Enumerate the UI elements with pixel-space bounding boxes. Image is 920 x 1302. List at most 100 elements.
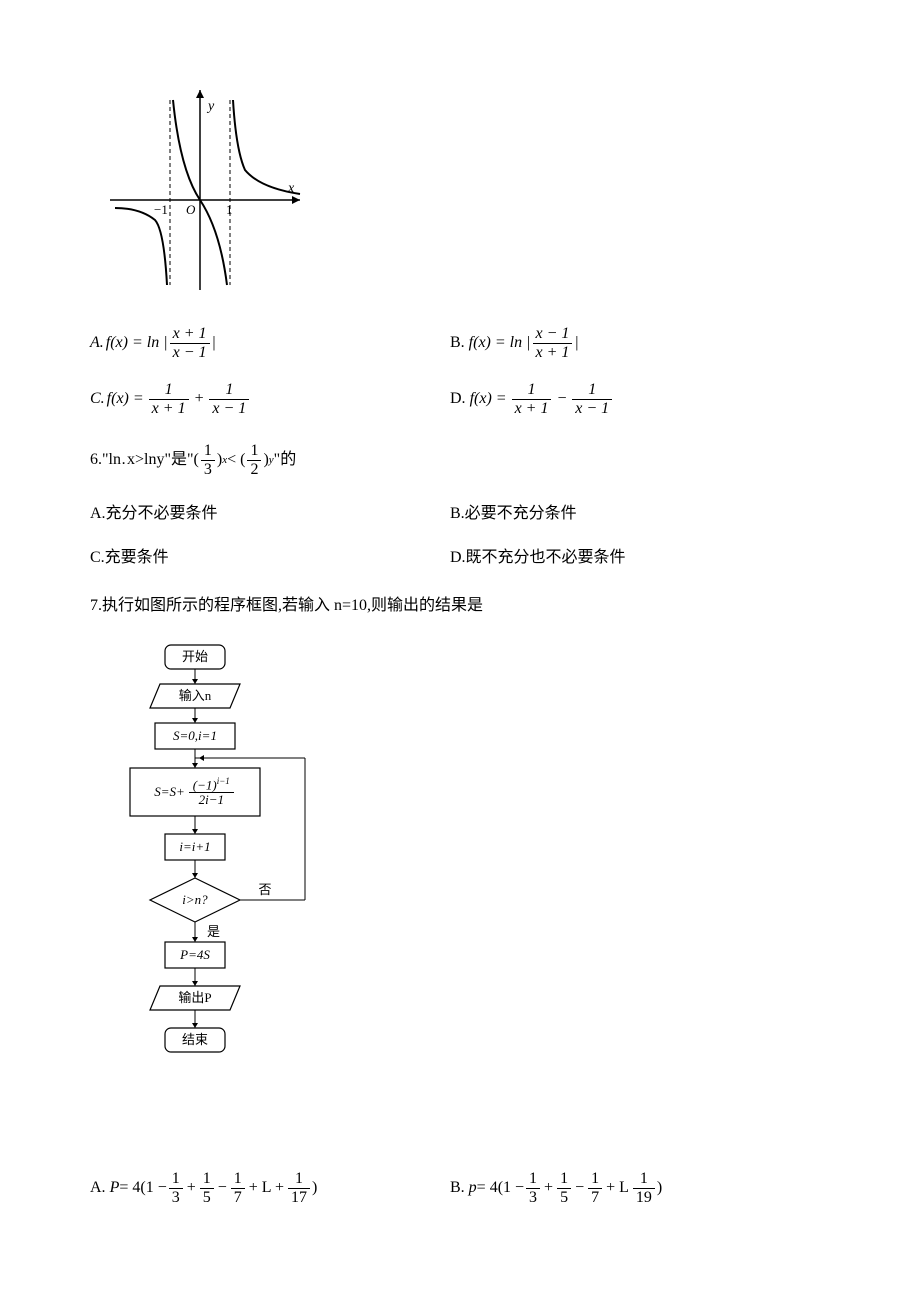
lbl: A. <box>90 1179 106 1197</box>
lbl: B. <box>450 1179 465 1197</box>
fn-text: f(x) = ln | <box>469 334 531 352</box>
y-axis-label: y <box>206 99 215 114</box>
option-5d: D. f(x) = 1x + 1 − 1x − 1 <box>450 381 830 417</box>
fc-yes: 是 <box>207 924 220 939</box>
opt-5b-label: B. <box>450 334 465 352</box>
frac-den: 3 <box>201 461 215 479</box>
fn-text: f(x) = ln | <box>106 334 168 352</box>
fn-text: f(x) = <box>107 390 144 408</box>
d: 7 <box>231 1189 245 1207</box>
n: 1 <box>526 1170 540 1189</box>
op: − <box>575 1179 584 1197</box>
q6-row2: C.充要条件 D.既不充分也不必要条件 <box>90 543 830 567</box>
fc-calc-pre: S=S+ <box>154 784 185 800</box>
frac-den: x − 1 <box>572 400 612 418</box>
eq: = 4(1 − <box>119 1179 166 1197</box>
q6-row1: A.充分不必要条件 B.必要不充分条件 <box>90 499 830 523</box>
option-6b: B.必要不充分条件 <box>450 499 830 523</box>
fc-end: 结束 <box>182 1032 208 1047</box>
flowchart: 开始 输入n S=0,i=1 S=S+ (−1)i−1 2i−1 i=i+1 <box>110 640 830 1145</box>
fc-start: 开始 <box>182 649 208 664</box>
origin-label: O <box>186 202 196 217</box>
d: 5 <box>557 1189 571 1207</box>
graph-svg: y x O −1 1 <box>110 80 310 290</box>
q6-stem: 6."ln . x>ln y"是"( 13 )x < ( 12 )y "的 <box>90 442 830 478</box>
n: 1 <box>633 1170 655 1189</box>
frac-den: 2 <box>247 461 261 479</box>
op: − <box>556 390 567 408</box>
option-5a: A. f(x) = ln | x + 1x − 1 | <box>90 325 450 361</box>
fc-cond: i>n? <box>182 892 208 907</box>
d: 19 <box>633 1189 655 1207</box>
neg1-label: −1 <box>154 202 168 217</box>
eq: = 4(1 − <box>477 1179 524 1197</box>
q6-pre: 6."ln <box>90 446 121 475</box>
fc-output: 输出P <box>178 990 211 1005</box>
pos1-label: 1 <box>226 202 233 217</box>
fc-input: 输入n <box>179 688 212 703</box>
n: 1 <box>200 1170 214 1189</box>
fc-inc: i=i+1 <box>179 839 210 854</box>
d: 3 <box>526 1189 540 1207</box>
option-5c: C. f(x) = 1x + 1 + 1x − 1 <box>90 381 450 417</box>
frac-den: x + 1 <box>149 400 189 418</box>
function-graph: y x O −1 1 <box>110 80 830 295</box>
op: + <box>187 1179 196 1197</box>
fc-init: S=0,i=1 <box>173 728 217 743</box>
opt-5c-label: C. <box>90 390 105 408</box>
q6-post: "的 <box>274 446 297 475</box>
frac-den: x + 1 <box>533 344 573 362</box>
n: 1 <box>231 1170 245 1189</box>
fc-no: 否 <box>258 882 271 897</box>
frac-num: 1 <box>201 442 215 461</box>
var: p <box>469 1179 477 1197</box>
opt-5a-label: A. <box>90 334 104 352</box>
fc-num: (−1) <box>193 777 217 792</box>
frac-num: 1 <box>209 381 249 400</box>
frac-num: 1 <box>247 442 261 461</box>
q5-row1: A. f(x) = ln | x + 1x − 1 | B. f(x) = ln… <box>90 325 830 361</box>
option-5b: B. f(x) = ln | x − 1x + 1 | <box>450 325 830 361</box>
close: ) <box>312 1179 317 1197</box>
option-6d: D.既不充分也不必要条件 <box>450 543 830 567</box>
d: 17 <box>288 1189 310 1207</box>
q5-row2: C. f(x) = 1x + 1 + 1x − 1 D. f(x) = 1x +… <box>90 381 830 417</box>
fc-den: 2i−1 <box>189 794 234 808</box>
n: 1 <box>588 1170 602 1189</box>
frac-num: x − 1 <box>533 325 573 344</box>
q6-mid1: x>ln <box>127 446 156 475</box>
frac-num: 1 <box>149 381 189 400</box>
frac-num: 1 <box>512 381 552 400</box>
op: + <box>194 390 205 408</box>
fn-text: f(x) = <box>470 390 507 408</box>
option-6c: C.充要条件 <box>90 543 450 567</box>
n: 1 <box>557 1170 571 1189</box>
op: + L <box>606 1179 629 1197</box>
n: 1 <box>169 1170 183 1189</box>
option-7a: A. P = 4(1 − 13 + 15 − 17 + L + 117 ) <box>90 1170 450 1206</box>
opt-5d-label: D. <box>450 390 466 408</box>
lt: < ( <box>227 446 245 475</box>
close-bar: | <box>574 334 578 352</box>
d: 7 <box>588 1189 602 1207</box>
d: 5 <box>200 1189 214 1207</box>
frac-den: x − 1 <box>209 400 249 418</box>
frac-num: x + 1 <box>170 325 210 344</box>
fc-num-sup: i−1 <box>217 776 230 786</box>
op: − <box>218 1179 227 1197</box>
option-6a: A.充分不必要条件 <box>90 499 450 523</box>
frac-num: 1 <box>572 381 612 400</box>
frac-den: x − 1 <box>170 344 210 362</box>
frac-den: x + 1 <box>512 400 552 418</box>
op: + <box>544 1179 553 1197</box>
close-bar: | <box>212 334 216 352</box>
q7-row1: A. P = 4(1 − 13 + 15 − 17 + L + 117 ) B.… <box>90 1170 830 1206</box>
op: + L + <box>249 1179 284 1197</box>
n: 1 <box>288 1170 310 1189</box>
q6-mid2: y"是"( <box>156 446 198 475</box>
d: 3 <box>169 1189 183 1207</box>
close: ) <box>657 1179 662 1197</box>
fc-p4s: P=4S <box>179 947 210 962</box>
option-7b: B. p = 4(1 − 13 + 15 − 17 + L 119 ) <box>450 1170 830 1206</box>
var: P <box>110 1179 120 1197</box>
